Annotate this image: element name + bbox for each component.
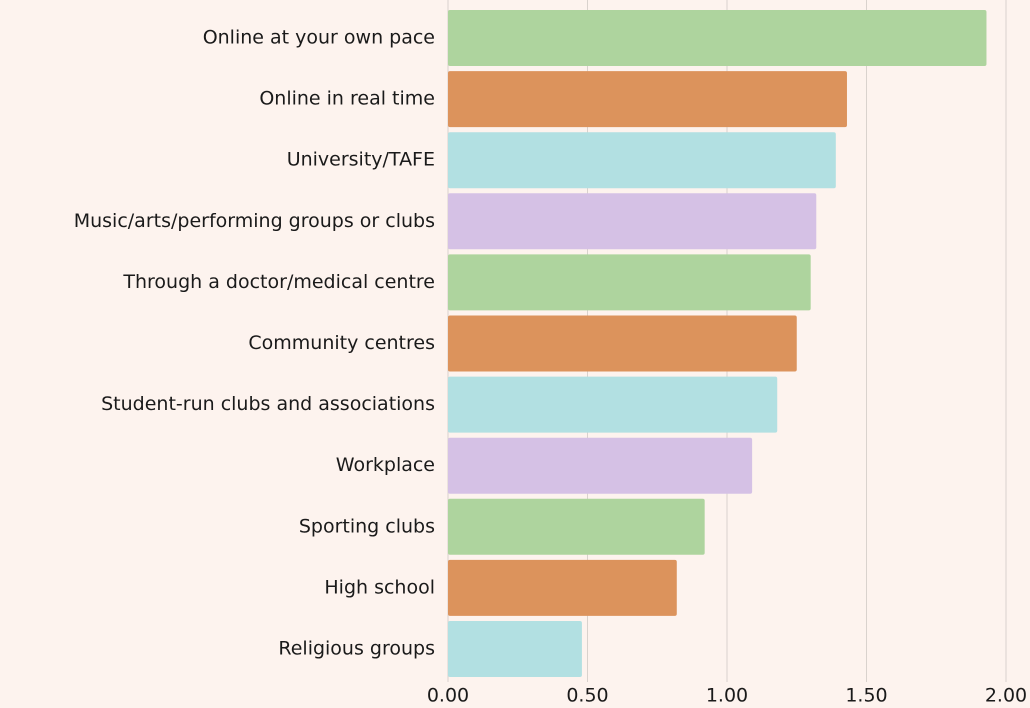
x-tick-label: 0.00 [427, 685, 469, 707]
bar [448, 71, 847, 128]
bar [448, 254, 811, 311]
bar [448, 498, 705, 555]
bar [448, 621, 582, 677]
y-tick-label: University/TAFE [287, 149, 435, 171]
bar [448, 437, 753, 494]
y-tick-label: Online at your own pace [203, 27, 435, 49]
bar [448, 10, 987, 66]
y-tick-label: High school [324, 576, 435, 598]
y-tick-label: Online in real time [259, 88, 435, 110]
bar [448, 376, 778, 433]
x-tick-label: 2.00 [985, 685, 1027, 707]
bar [448, 315, 797, 372]
y-tick-label: Sporting clubs [299, 515, 435, 537]
y-tick-label: Through a doctor/medical centre [122, 271, 435, 293]
bar [448, 559, 677, 616]
y-tick-label: Workplace [336, 454, 435, 476]
y-tick-label: Music/arts/performing groups or clubs [74, 210, 435, 232]
x-tick-label: 1.00 [706, 685, 748, 707]
bar [448, 193, 817, 250]
bar [448, 132, 836, 189]
y-tick-label: Community centres [248, 332, 435, 354]
x-tick-label: 1.50 [845, 685, 887, 707]
y-tick-label: Religious groups [278, 638, 435, 660]
x-tick-label: 0.50 [566, 685, 608, 707]
y-tick-label: Student-run clubs and associations [101, 393, 435, 415]
